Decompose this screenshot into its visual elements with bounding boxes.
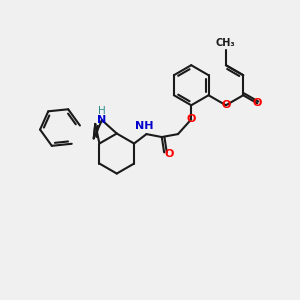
Text: O: O xyxy=(187,114,196,124)
Text: CH₃: CH₃ xyxy=(215,38,235,48)
Text: H: H xyxy=(98,106,106,116)
Text: NH: NH xyxy=(135,121,153,131)
Text: N: N xyxy=(97,115,106,125)
Text: O: O xyxy=(253,98,262,108)
Text: O: O xyxy=(221,100,231,110)
Text: O: O xyxy=(165,149,174,159)
